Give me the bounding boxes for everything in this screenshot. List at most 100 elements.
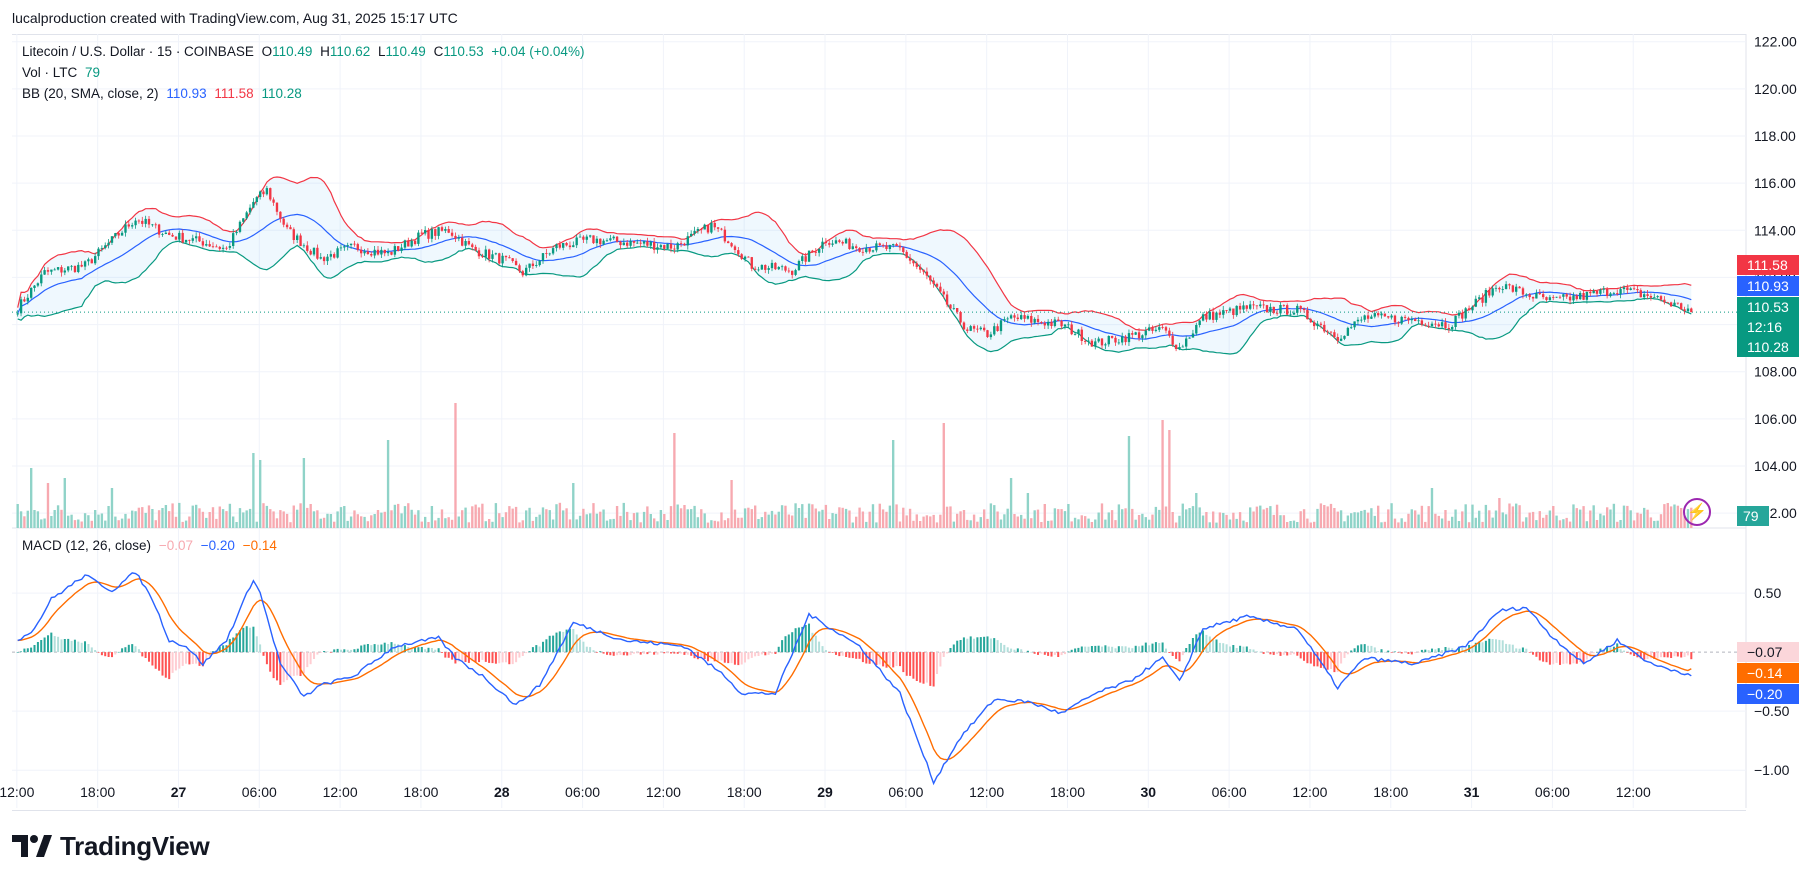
candle-body [1616, 293, 1619, 295]
candle [1336, 333, 1339, 344]
candle [1680, 302, 1683, 310]
legend-volume[interactable]: Vol · LTC 79 [22, 65, 104, 80]
candle [63, 267, 66, 276]
candle-body [1336, 337, 1339, 341]
time-tick-label: 28 [494, 784, 510, 800]
macd-histogram-bar [329, 652, 332, 653]
candle [784, 265, 787, 273]
candle-body [80, 264, 83, 267]
candle [956, 308, 959, 315]
macd-histogram-bar [744, 652, 747, 663]
candle [1521, 286, 1525, 299]
macd-line [17, 572, 1692, 786]
macd-histogram-bar [1356, 645, 1359, 653]
macd-histogram-bar [1471, 645, 1474, 653]
candle-body [383, 249, 386, 254]
volume-bar [1548, 510, 1552, 528]
macd-histogram-bar [131, 644, 134, 653]
candle [871, 249, 875, 253]
macd-histogram-bar [259, 644, 262, 653]
legend-symbol[interactable]: Litecoin / U.S. Dollar · 15 · COINBASE [22, 44, 254, 59]
candle [1592, 288, 1595, 294]
volume-bar [188, 516, 191, 528]
volume-bar [63, 478, 66, 528]
volume-bar [1474, 517, 1477, 528]
candle [1195, 322, 1198, 336]
volume-bar [562, 510, 565, 528]
bollinger-bands [12, 176, 1746, 355]
candle-body [851, 246, 854, 250]
macd-histogram-bar [164, 652, 167, 678]
candle-body [1343, 335, 1346, 339]
volume-bar [319, 518, 322, 528]
candle-body [19, 299, 23, 314]
macd-histogram-bar [262, 652, 265, 656]
candle-body [1127, 333, 1131, 343]
candle [983, 324, 986, 332]
candle [676, 241, 679, 253]
macd-histogram-bar [912, 652, 915, 679]
volume-bar [1626, 505, 1629, 528]
macd-histogram-bar [174, 652, 177, 671]
candle [333, 252, 336, 259]
volume-bar [154, 520, 157, 528]
macd-histogram-bar [1151, 643, 1154, 653]
candle [535, 261, 538, 268]
volume-bar [1057, 509, 1060, 528]
chart-frame[interactable] [12, 34, 1746, 811]
candle [690, 230, 693, 238]
macd-histogram-bar [57, 636, 60, 653]
volume-bar [26, 510, 29, 528]
candle [1565, 292, 1568, 299]
candle [1094, 337, 1097, 350]
candle-body [622, 242, 625, 246]
candle-body [986, 330, 989, 337]
candle [1090, 339, 1094, 347]
macd-histogram-bar [1097, 645, 1100, 653]
legend-bb[interactable]: BB (20, SMA, close, 2) 110.93 111.58 110… [22, 86, 306, 101]
candle [602, 238, 605, 246]
lightning-icon[interactable]: ⚡ [1683, 498, 1711, 526]
candle [1420, 318, 1424, 327]
macd-histogram-bar [717, 652, 720, 661]
volume-bar [1336, 511, 1339, 528]
candle [807, 250, 811, 263]
macd-histogram-bar [1016, 648, 1019, 653]
macd-histogram-bar [127, 644, 130, 653]
macd-histogram-bar [279, 652, 282, 685]
volume-bar [312, 511, 316, 528]
candle-body [737, 250, 740, 255]
volume-bar [629, 520, 632, 528]
macd-histogram-bar [1521, 647, 1524, 653]
volume-bar [1043, 504, 1046, 528]
volume-bar [925, 515, 929, 528]
candle [471, 242, 474, 251]
candle [1047, 319, 1050, 330]
volume-bar [999, 519, 1003, 528]
volume-bar [1289, 521, 1292, 528]
candle [881, 243, 885, 248]
volume-bar [1599, 513, 1602, 528]
tradingview-logo[interactable]: TradingView [12, 831, 210, 861]
volume-bar [710, 520, 713, 528]
candle [1208, 308, 1211, 321]
volume-bar [511, 508, 514, 528]
candle-body [393, 246, 397, 255]
volume-bar [1562, 519, 1565, 528]
volume-bar [174, 516, 178, 528]
macd-histogram-bar [195, 652, 198, 664]
candle [289, 224, 292, 230]
volume-bar [454, 403, 457, 528]
candle-body [969, 326, 972, 331]
candle-body [892, 244, 895, 245]
volume-bar [1515, 503, 1518, 528]
candle [1235, 305, 1238, 317]
candle [757, 266, 760, 272]
macd-histogram-bar [895, 652, 898, 666]
candle [100, 245, 104, 252]
candle-body [67, 266, 70, 271]
macd-histogram-bar [43, 637, 46, 653]
legend-macd[interactable]: MACD (12, 26, close) −0.07 −0.20 −0.14 [22, 538, 281, 553]
candle-body [1579, 293, 1582, 300]
